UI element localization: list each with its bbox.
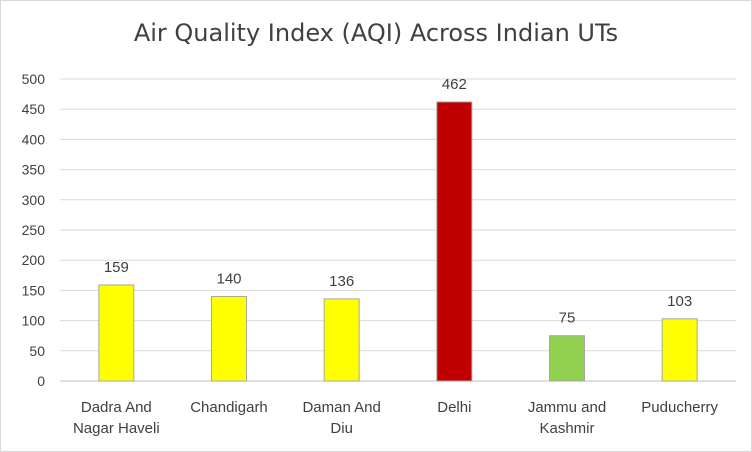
- data-label: 103: [667, 293, 692, 310]
- y-tick-label: 250: [22, 222, 46, 238]
- bar: [549, 335, 585, 382]
- y-tick-label: 400: [22, 131, 46, 147]
- x-category-label: Puducherry: [641, 399, 718, 416]
- chart-title: Air Quality Index (AQI) Across Indian UT…: [133, 19, 619, 47]
- y-tick-label: 0: [37, 373, 45, 389]
- bar: [661, 318, 698, 382]
- y-tick-label: 450: [22, 101, 46, 117]
- data-label: 462: [442, 76, 467, 93]
- x-category-label: Daman And: [302, 399, 380, 416]
- x-category-label: Dadra And: [81, 399, 152, 416]
- y-tick-label: 50: [29, 343, 45, 359]
- x-category-label: Kashmir: [539, 420, 594, 437]
- data-label: 75: [559, 310, 576, 327]
- y-tick-label: 150: [22, 282, 46, 298]
- bar: [211, 295, 247, 382]
- y-tick-label: 350: [22, 162, 46, 178]
- bar: [323, 298, 360, 382]
- x-category-label: Diu: [330, 420, 353, 437]
- x-category-label: Chandigarh: [190, 399, 268, 416]
- data-label: 140: [216, 270, 241, 287]
- y-tick-label: 300: [22, 192, 46, 208]
- bar: [98, 284, 135, 382]
- y-tick-label: 200: [22, 252, 46, 268]
- x-category-label: Delhi: [437, 399, 471, 416]
- y-tick-label: 500: [22, 71, 46, 87]
- x-category-label: Jammu and: [528, 399, 606, 416]
- x-category-label: Nagar Haveli: [73, 420, 160, 437]
- data-label: 159: [104, 259, 129, 276]
- bar: [436, 101, 473, 382]
- data-label: 136: [329, 273, 354, 290]
- y-tick-label: 100: [22, 313, 46, 329]
